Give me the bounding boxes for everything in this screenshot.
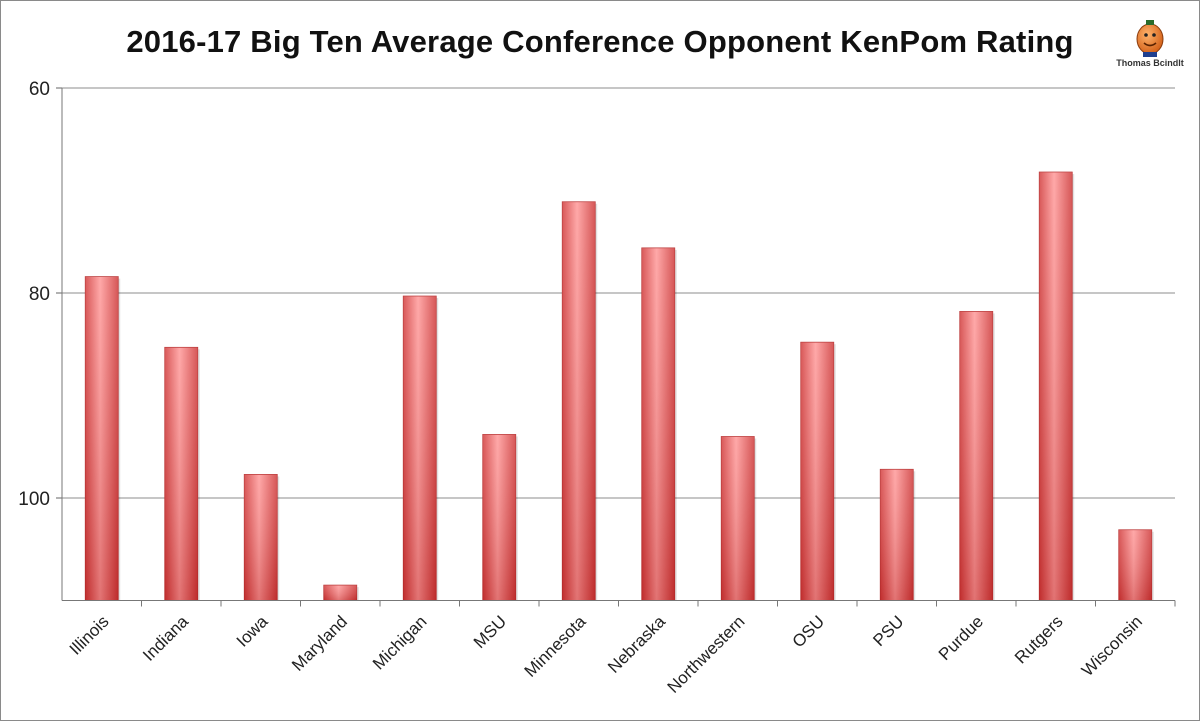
x-tick-label: Maryland xyxy=(288,612,351,675)
logo-label: Thomas Bcindlt xyxy=(1116,58,1184,68)
bar xyxy=(243,474,280,601)
bar xyxy=(402,295,439,601)
bar xyxy=(164,346,200,601)
x-tick-label: Indiana xyxy=(139,612,192,665)
bar xyxy=(959,311,995,601)
x-tick-label: Iowa xyxy=(233,612,272,651)
bar-shade xyxy=(244,474,278,601)
bar-shade xyxy=(1039,172,1073,601)
bar-shade xyxy=(721,436,755,601)
bar-shade xyxy=(164,347,198,601)
logo: Thomas Bcindlt xyxy=(1113,14,1187,72)
bar xyxy=(482,434,518,601)
bar-shade xyxy=(323,585,357,601)
bar-shade xyxy=(880,469,914,601)
bar xyxy=(1118,529,1154,601)
x-tick-label: Purdue xyxy=(935,612,987,664)
y-tick-label: 60 xyxy=(29,79,50,100)
orange-mascot-icon xyxy=(1136,20,1164,57)
bar xyxy=(84,276,121,601)
x-tick-label: Nebraska xyxy=(604,612,669,677)
y-tick-label: 100 xyxy=(18,489,50,510)
x-tick-label: MSU xyxy=(470,612,510,652)
bar-shade xyxy=(959,311,993,601)
x-tick-label: Minnesota xyxy=(521,612,590,681)
x-tick-label: Illinois xyxy=(66,612,113,659)
bar xyxy=(800,341,836,601)
chart-title: 2016-17 Big Ten Average Conference Oppon… xyxy=(126,24,1074,59)
bar-shade xyxy=(403,296,437,601)
axes xyxy=(56,87,1176,607)
x-tick-label: Northwestern xyxy=(664,612,749,697)
bar xyxy=(720,436,757,601)
bar xyxy=(641,247,677,601)
bar-shade xyxy=(800,342,834,601)
x-tick-label: Wisconsin xyxy=(1078,612,1146,680)
bar xyxy=(879,468,916,601)
bar-shade xyxy=(85,276,119,601)
bar-shade xyxy=(482,434,516,601)
x-tick-label: Rutgers xyxy=(1011,612,1067,668)
y-tick-label: 80 xyxy=(29,284,50,305)
x-tick-label: Michigan xyxy=(369,612,431,674)
bar xyxy=(323,584,359,601)
bar xyxy=(1038,171,1075,601)
bar-shade xyxy=(641,247,675,601)
bar xyxy=(561,201,598,601)
x-tick-label: PSU xyxy=(869,612,907,650)
gridlines xyxy=(62,87,1175,499)
bars xyxy=(84,171,1154,601)
bar-shade xyxy=(1118,529,1152,601)
x-tick-label: OSU xyxy=(789,612,828,651)
bar-shade xyxy=(562,201,596,601)
